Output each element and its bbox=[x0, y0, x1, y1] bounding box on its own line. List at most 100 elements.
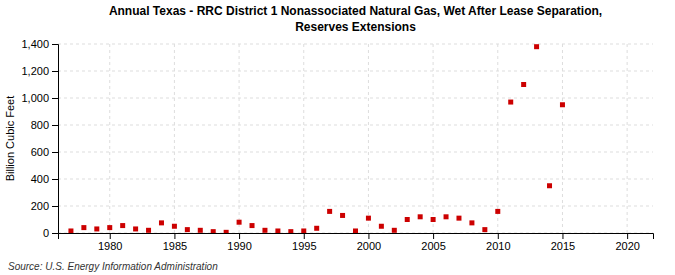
point bbox=[185, 227, 190, 232]
point bbox=[340, 213, 345, 218]
point bbox=[418, 214, 423, 219]
point bbox=[379, 224, 384, 229]
tick: 400 bbox=[31, 173, 58, 185]
point bbox=[172, 224, 177, 229]
tick: 800 bbox=[31, 119, 58, 131]
grid-line-y bbox=[58, 152, 653, 153]
point bbox=[211, 229, 216, 233]
tick: 200 bbox=[31, 200, 58, 212]
point bbox=[560, 102, 565, 107]
tick-mark bbox=[52, 71, 58, 72]
point bbox=[405, 217, 410, 222]
tick: 0 bbox=[43, 227, 58, 239]
point bbox=[107, 225, 112, 230]
point bbox=[314, 226, 319, 231]
tick: 2000 bbox=[357, 233, 381, 252]
point bbox=[547, 183, 552, 188]
point bbox=[81, 225, 86, 230]
grid-line-x bbox=[239, 44, 240, 233]
grid-line-y bbox=[58, 98, 653, 99]
grid-line-x bbox=[433, 44, 434, 233]
grid-line-y bbox=[58, 125, 653, 126]
grid-line-y bbox=[58, 44, 653, 45]
point bbox=[250, 223, 255, 228]
grid-line-x bbox=[562, 44, 563, 233]
grid bbox=[58, 44, 653, 233]
tick-mark bbox=[52, 98, 58, 99]
point bbox=[133, 226, 138, 231]
tick-label: 2005 bbox=[421, 240, 445, 252]
point bbox=[444, 214, 449, 219]
title: Annual Texas - RRC District 1 Nonassocia… bbox=[109, 4, 602, 34]
grid-line-y bbox=[58, 179, 653, 180]
tick: 2010 bbox=[486, 233, 510, 252]
point bbox=[482, 227, 487, 232]
grid-line-y bbox=[58, 71, 653, 72]
tick-label: 2010 bbox=[486, 240, 510, 252]
tick: 2015 bbox=[551, 233, 575, 252]
grid-line-x bbox=[368, 44, 369, 233]
tick: 1,000 bbox=[21, 92, 58, 104]
tick-label: 1990 bbox=[227, 240, 251, 252]
point bbox=[159, 220, 164, 225]
grid-line-x bbox=[627, 44, 628, 233]
point bbox=[456, 216, 461, 221]
point bbox=[353, 228, 358, 233]
tick: 2005 bbox=[421, 233, 445, 252]
point bbox=[534, 44, 539, 49]
tick-mark bbox=[52, 125, 58, 126]
point bbox=[469, 220, 474, 225]
point bbox=[301, 228, 306, 233]
title-line: Reserves Extensions bbox=[295, 20, 416, 34]
title-line: Annual Texas - RRC District 1 Nonassocia… bbox=[109, 4, 602, 18]
tick-mark bbox=[433, 233, 434, 239]
tick-label: 400 bbox=[31, 173, 49, 185]
tick: 2020 bbox=[615, 233, 639, 252]
point bbox=[198, 228, 203, 233]
grid-line-y bbox=[58, 206, 653, 207]
tick-label: 200 bbox=[31, 200, 49, 212]
tick-label: 600 bbox=[31, 146, 49, 158]
grid-line-x bbox=[174, 44, 175, 233]
point bbox=[508, 100, 513, 105]
point bbox=[392, 228, 397, 233]
tick-mark bbox=[627, 233, 628, 239]
tick-mark bbox=[498, 233, 499, 239]
plot: 1980 1985 1990 1995 2000 2005 2010 2015 2020 0 200… bbox=[21, 38, 653, 252]
tick-label: 0 bbox=[43, 227, 49, 239]
point bbox=[94, 226, 99, 231]
grid-line-x bbox=[303, 44, 304, 233]
y-axis: 0 200 400 600 800 1,000 1,200 1,400 bbox=[21, 38, 58, 239]
tick-label: 1,200 bbox=[21, 65, 49, 77]
point bbox=[288, 229, 293, 233]
tick-mark bbox=[239, 233, 240, 239]
point bbox=[146, 228, 151, 233]
tick-label: 1,000 bbox=[21, 92, 49, 104]
tick-mark bbox=[52, 152, 58, 153]
chart: 1980 1985 1990 1995 2000 2005 2010 2015 2020 0 200… bbox=[0, 0, 675, 275]
tick-mark bbox=[52, 206, 58, 207]
tick-mark bbox=[110, 233, 111, 239]
tick-label: 2015 bbox=[551, 240, 575, 252]
point bbox=[237, 220, 242, 225]
source-note: Source: U.S. Energy Information Administ… bbox=[8, 261, 218, 272]
tick-label: 800 bbox=[31, 119, 49, 131]
tick-mark bbox=[304, 233, 305, 239]
point bbox=[495, 209, 500, 214]
tick-mark bbox=[368, 233, 369, 239]
tick-label: 1980 bbox=[98, 240, 122, 252]
tick: 1980 bbox=[98, 233, 122, 252]
tick-mark bbox=[52, 233, 58, 234]
point bbox=[224, 230, 229, 233]
tick-label: 1,400 bbox=[21, 38, 49, 50]
x-axis: 1980 1985 1990 1995 2000 2005 2010 2015 2020 bbox=[59, 233, 654, 252]
tick: 1,400 bbox=[21, 38, 58, 50]
tick-mark bbox=[52, 44, 58, 45]
point bbox=[431, 217, 436, 222]
point bbox=[262, 228, 267, 233]
tick-label: 1995 bbox=[292, 240, 316, 252]
tick: 1985 bbox=[163, 233, 187, 252]
point bbox=[366, 216, 371, 221]
point bbox=[68, 228, 73, 233]
point bbox=[327, 209, 332, 214]
